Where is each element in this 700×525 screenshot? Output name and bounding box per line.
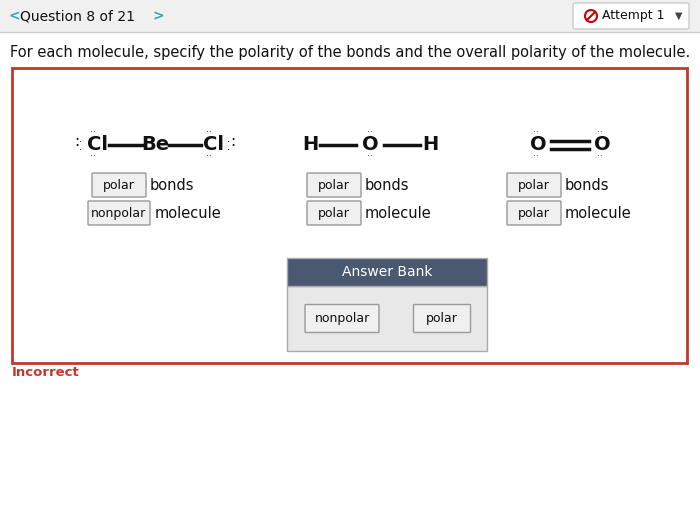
Text: <: < xyxy=(8,9,20,23)
FancyBboxPatch shape xyxy=(307,201,361,225)
Text: ··: ·· xyxy=(367,129,373,138)
Text: Answer Bank: Answer Bank xyxy=(342,265,433,279)
FancyBboxPatch shape xyxy=(414,304,470,332)
Text: O: O xyxy=(530,135,546,154)
Text: Cl: Cl xyxy=(87,135,108,154)
FancyBboxPatch shape xyxy=(507,173,561,197)
Text: Incorrect: Incorrect xyxy=(12,365,80,379)
Text: nonpolar: nonpolar xyxy=(314,312,370,325)
FancyBboxPatch shape xyxy=(92,173,146,197)
Text: Cl: Cl xyxy=(202,135,223,154)
Text: molecule: molecule xyxy=(565,205,631,220)
Text: >: > xyxy=(153,9,164,23)
Bar xyxy=(0,0,700,32)
Text: O: O xyxy=(362,135,378,154)
Text: polar: polar xyxy=(518,206,550,219)
Text: Be: Be xyxy=(141,135,169,154)
FancyBboxPatch shape xyxy=(88,201,150,225)
Bar xyxy=(287,286,487,351)
Text: ▼: ▼ xyxy=(675,11,682,21)
FancyBboxPatch shape xyxy=(305,304,379,332)
Text: polar: polar xyxy=(318,206,350,219)
Text: molecule: molecule xyxy=(155,205,222,220)
Text: ·: · xyxy=(80,137,83,147)
Bar xyxy=(287,258,487,286)
Text: Attempt 1: Attempt 1 xyxy=(602,9,664,23)
Text: ··: ·· xyxy=(206,152,212,162)
Text: H: H xyxy=(422,135,438,154)
Bar xyxy=(12,68,687,363)
Text: polar: polar xyxy=(426,312,458,325)
Text: bonds: bonds xyxy=(365,177,409,193)
Text: bonds: bonds xyxy=(565,177,610,193)
Text: Question 8 of 21: Question 8 of 21 xyxy=(20,9,135,23)
FancyBboxPatch shape xyxy=(507,201,561,225)
Text: ··: ·· xyxy=(367,152,373,162)
Text: polar: polar xyxy=(318,178,350,192)
Text: :: : xyxy=(74,133,80,149)
Text: ··: ·· xyxy=(597,129,603,138)
Text: polar: polar xyxy=(103,178,135,192)
Text: nonpolar: nonpolar xyxy=(92,206,146,219)
Text: :: : xyxy=(230,133,236,149)
Text: ··: ·· xyxy=(597,152,603,162)
Text: H: H xyxy=(302,135,318,154)
Text: ··: ·· xyxy=(90,129,96,138)
FancyBboxPatch shape xyxy=(307,173,361,197)
FancyBboxPatch shape xyxy=(573,3,689,29)
Text: molecule: molecule xyxy=(365,205,432,220)
Text: ·: · xyxy=(80,145,83,155)
Text: ··: ·· xyxy=(533,129,539,138)
Text: bonds: bonds xyxy=(150,177,195,193)
Text: O: O xyxy=(594,135,610,154)
Text: ·: · xyxy=(228,137,230,147)
Text: polar: polar xyxy=(518,178,550,192)
Text: For each molecule, specify the polarity of the bonds and the overall polarity of: For each molecule, specify the polarity … xyxy=(10,45,690,59)
Text: ··: ·· xyxy=(90,152,96,162)
Text: ··: ·· xyxy=(206,129,212,138)
Text: ·: · xyxy=(228,145,230,155)
Text: ··: ·· xyxy=(533,152,539,162)
